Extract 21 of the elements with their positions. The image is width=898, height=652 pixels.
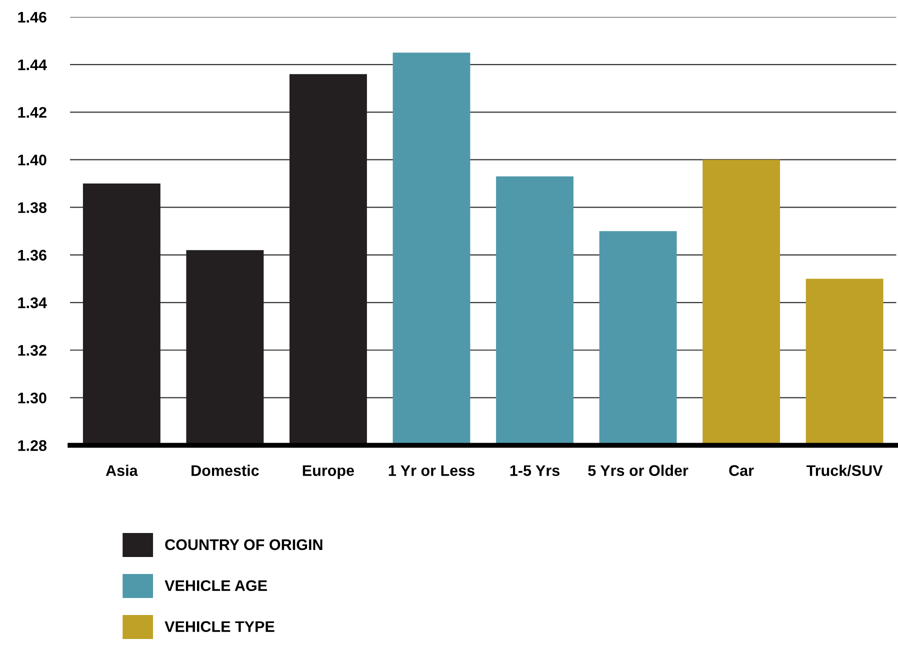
y-tick-label: 1.44 bbox=[18, 60, 47, 70]
y-tick-label: 1.46 bbox=[18, 12, 46, 23]
y-tick-label: 1.34 bbox=[18, 297, 47, 308]
y-tick-label: 1.38 bbox=[18, 202, 47, 214]
x-tick-label: 1 Yr or Less bbox=[388, 465, 474, 476]
x-tick-label: Car bbox=[729, 465, 754, 476]
legend-label: VEHICLE AGE bbox=[164, 580, 267, 592]
y-tick-label: 1.40 bbox=[18, 154, 46, 166]
y-tick-label: 1.36 bbox=[18, 250, 46, 261]
y-tick-label: 1.30 bbox=[18, 392, 46, 404]
legend-label: COUNTRY OF ORIGIN bbox=[165, 539, 322, 550]
legend-label: VEHICLE TYPE bbox=[164, 621, 274, 632]
x-tick-label: Truck/SUV bbox=[806, 464, 883, 476]
y-tick-label: 1.28 bbox=[18, 440, 47, 451]
x-tick-label: 5 Yrs or Older bbox=[588, 464, 688, 476]
y-tick-label: 1.32 bbox=[18, 344, 46, 356]
x-tick-label: 1-5 Yrs bbox=[510, 465, 560, 476]
y-tick-label: 1.42 bbox=[18, 107, 46, 118]
x-tick-label: Domestic bbox=[192, 464, 259, 476]
x-tick-label: Asia bbox=[106, 464, 138, 476]
x-tick-label: Europe bbox=[302, 465, 354, 479]
